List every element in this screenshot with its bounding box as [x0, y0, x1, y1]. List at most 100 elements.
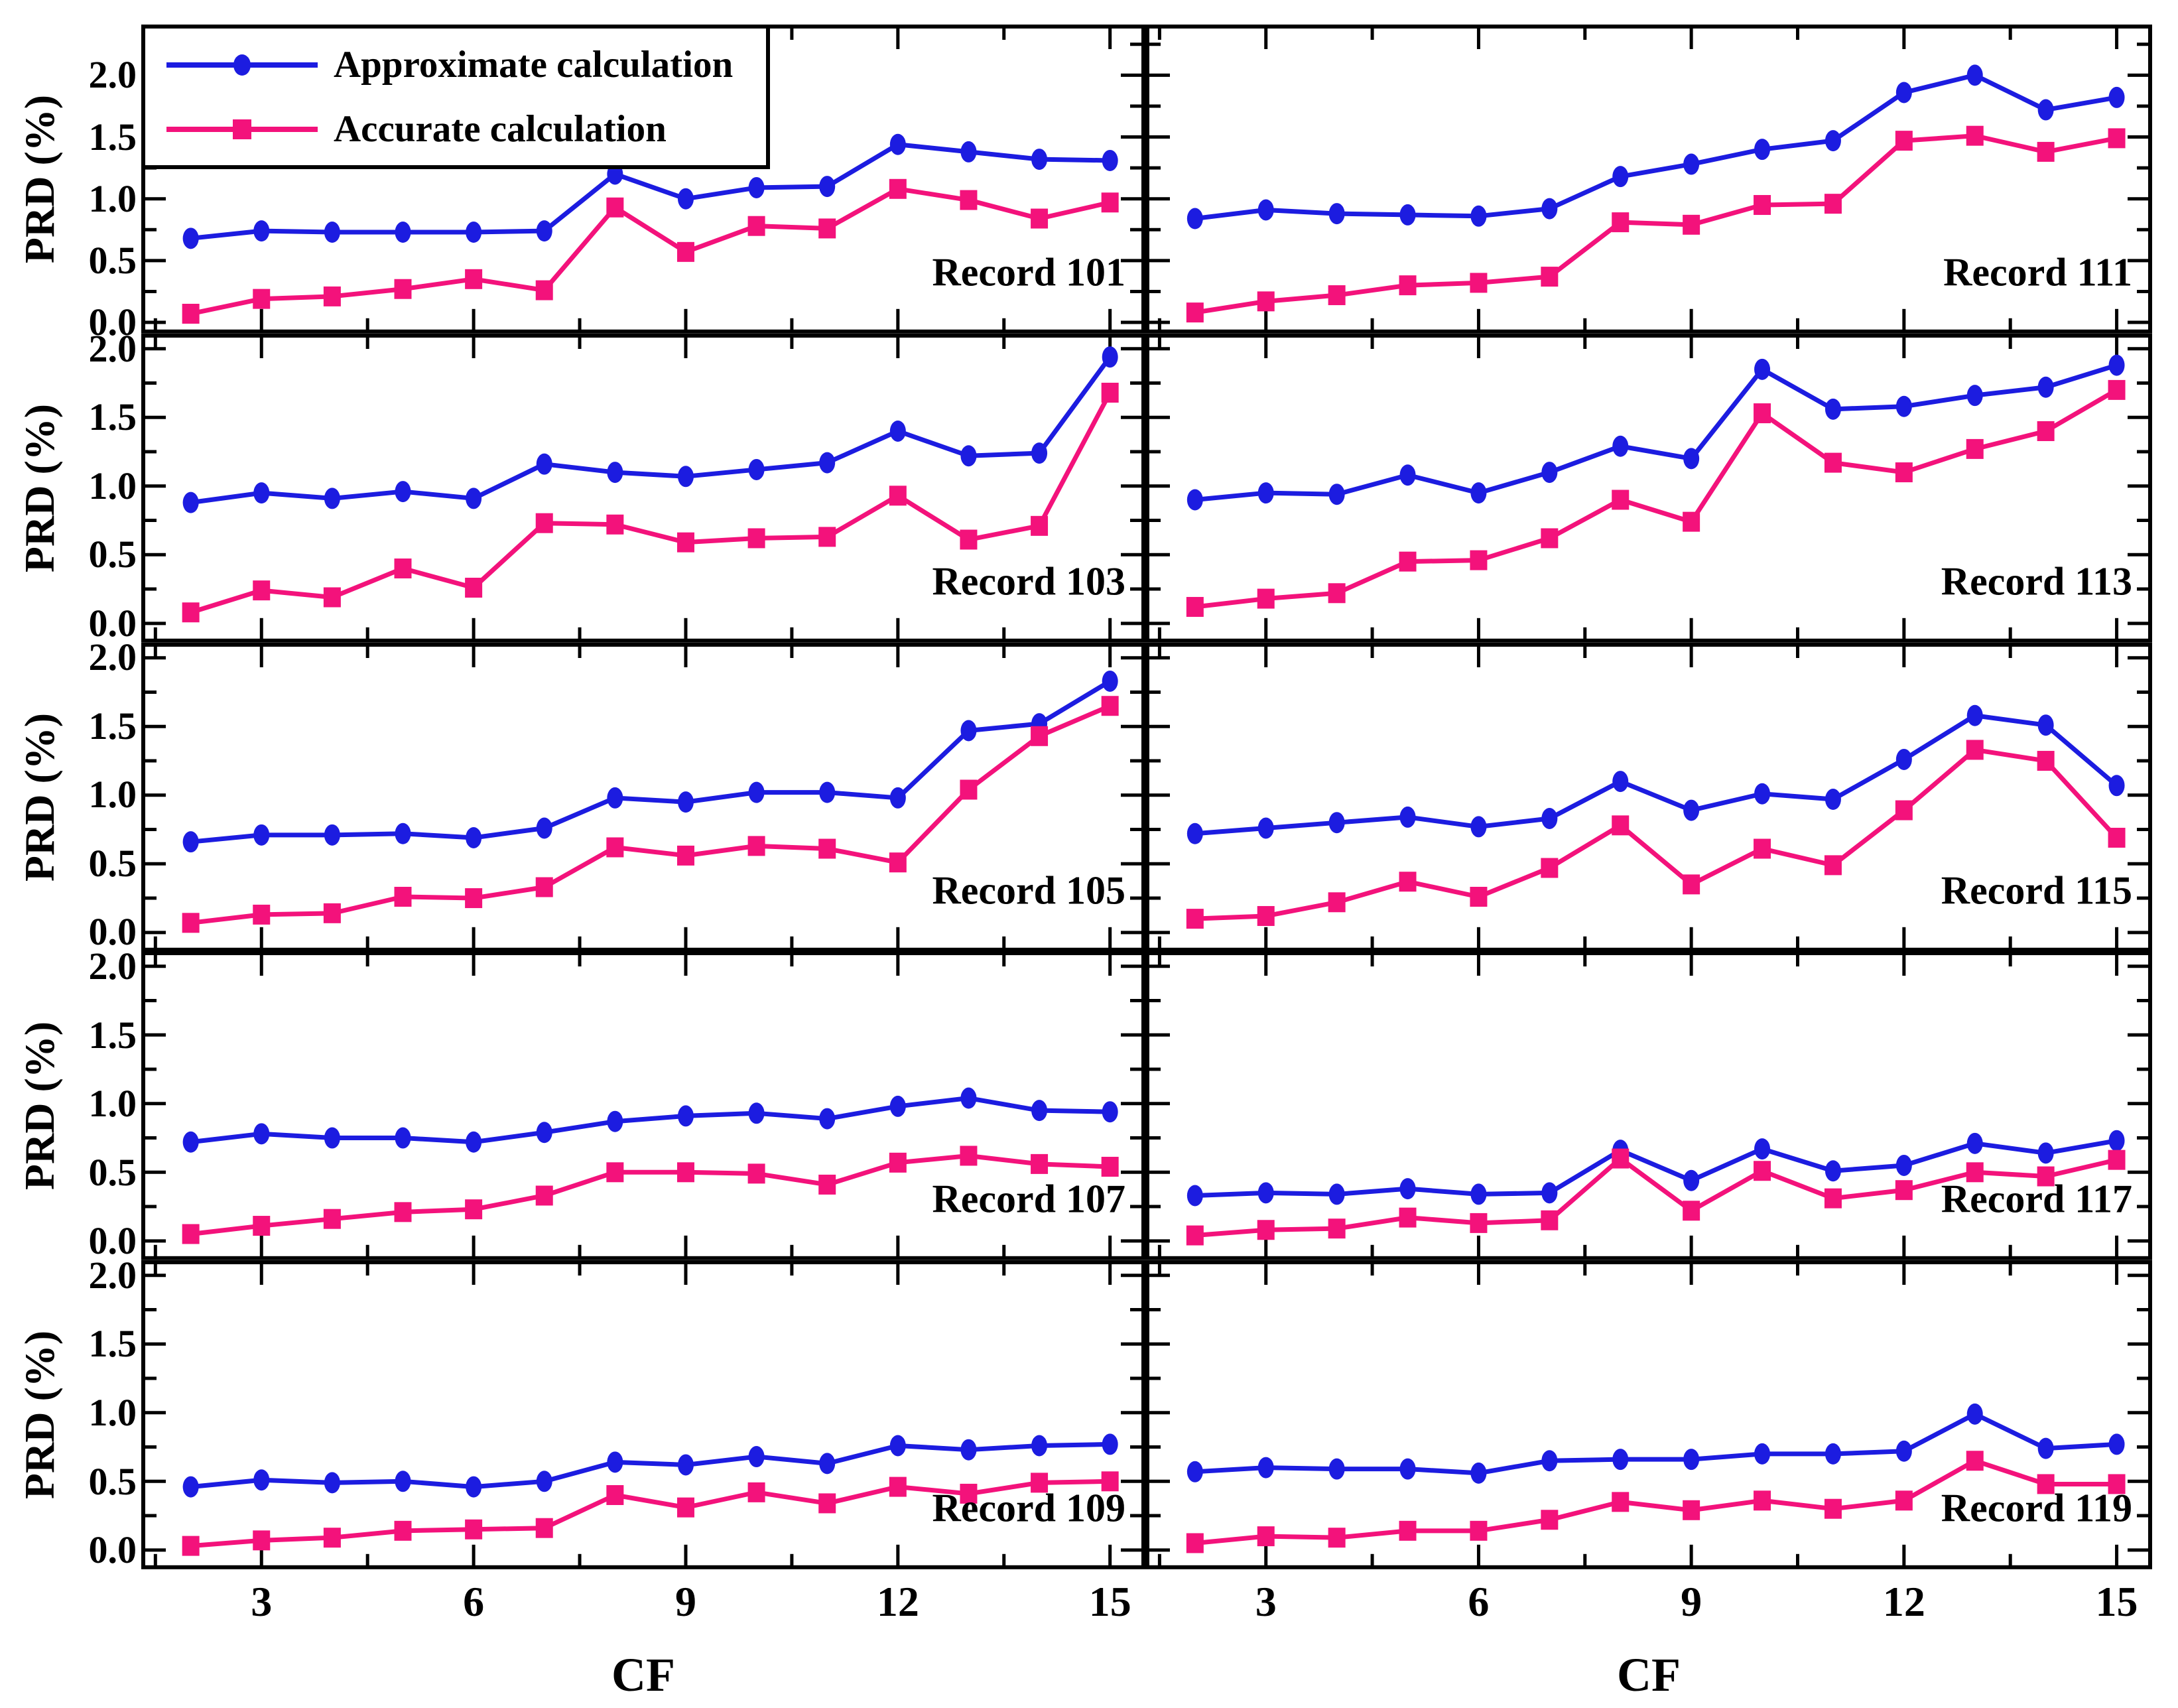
record-label: Record 115	[1941, 868, 2132, 912]
panel-record-113: Record 113	[1145, 333, 2152, 643]
axis-ticks	[1149, 27, 2149, 330]
series-markers-accurate	[182, 695, 1119, 933]
x-tick-label: 3	[1255, 1578, 1277, 1625]
series-line-accurate	[190, 703, 1112, 925]
series-markers-accurate	[1186, 1148, 2126, 1246]
y-tick-label: 1.0	[88, 1082, 137, 1126]
axis-ticks	[1149, 336, 2149, 639]
series-markers-accurate	[182, 1471, 1119, 1556]
record-label: Record 103	[932, 559, 1125, 603]
series-markers-approximate	[1186, 354, 2125, 511]
axis-ticks	[145, 336, 1142, 639]
y-axis-title: PRD (%)	[16, 712, 63, 882]
panel-record-115: Record 115	[1145, 642, 2152, 952]
y-tick-label: 1.0	[88, 773, 137, 817]
series-markers-approximate	[182, 1087, 1118, 1153]
series-line-approximate	[190, 1096, 1110, 1145]
legend-sample-accurate-line-square-icon	[166, 119, 318, 139]
series-markers-approximate	[182, 670, 1118, 852]
series-markers-approximate	[182, 346, 1118, 513]
record-label: Record 113	[1941, 559, 2132, 603]
legend-entry-accurate: Accurate calculation	[162, 108, 766, 151]
record-label: Record 101	[932, 251, 1125, 295]
panel-record-109: Record 109	[141, 1260, 1145, 1569]
panel-record-117: Record 117	[1145, 951, 2152, 1261]
panel-record-119: Record 119	[1145, 1260, 2152, 1569]
y-tick-label: 0.0	[88, 910, 137, 954]
series-line-accurate	[1194, 387, 2118, 610]
x-tick-label: 15	[1088, 1578, 1131, 1625]
series-line-approximate	[190, 142, 1110, 241]
panel-record-103: Record 103	[141, 333, 1145, 643]
panel-record-105: Record 105	[141, 642, 1145, 952]
x-tick-label: 9	[1681, 1578, 1702, 1625]
series-line-accurate	[190, 1478, 1110, 1549]
x-tick-label: 15	[2095, 1578, 2138, 1625]
series-line-approximate	[1194, 712, 2118, 836]
axis-ticks	[1149, 1264, 2149, 1566]
record-label: Record 109	[932, 1486, 1125, 1530]
y-tick-label: 2.0	[88, 326, 137, 370]
panel-record-107: Record 107	[141, 951, 1145, 1261]
y-tick-label: 0.5	[88, 1150, 137, 1194]
series-line-approximate	[1194, 1412, 2117, 1476]
series-line-accurate	[1194, 1458, 2117, 1546]
y-tick-label: 2.0	[88, 945, 137, 988]
series-markers-approximate	[1186, 64, 2125, 230]
axis-ticks	[145, 1264, 1142, 1566]
y-axis-title: PRD (%)	[16, 1021, 63, 1191]
series-line-approximate	[190, 355, 1112, 505]
series-line-accurate	[1194, 747, 2119, 921]
series-markers-accurate	[182, 382, 1119, 623]
x-tick-label: 12	[876, 1578, 919, 1625]
series-line-approximate	[1194, 363, 2118, 502]
series-line-approximate	[1194, 1138, 2118, 1199]
y-tick-label: 2.0	[88, 635, 137, 679]
x-tick-label: 3	[251, 1578, 273, 1625]
record-label: Record 105	[932, 868, 1125, 912]
y-axis-title: PRD (%)	[16, 1331, 63, 1500]
x-tick-label: 6	[1468, 1578, 1490, 1625]
legend-label-approximate: Approximate calculation	[334, 44, 734, 86]
y-tick-label: 0.0	[88, 300, 137, 344]
series-line-accurate	[190, 1153, 1110, 1237]
y-tick-label: 0.5	[88, 841, 137, 885]
y-tick-label: 1.5	[88, 1322, 137, 1366]
y-tick-label: 1.5	[88, 395, 137, 439]
legend: Approximate calculation Accurate calcula…	[141, 25, 770, 169]
axis-ticks	[1149, 954, 2149, 1258]
y-tick-label: 2.0	[88, 1253, 137, 1297]
y-tick-label: 1.0	[88, 1390, 137, 1434]
x-axis-title: CF	[1617, 1648, 1681, 1701]
y-tick-label: 1.5	[88, 704, 137, 748]
record-label: Record 107	[932, 1177, 1125, 1221]
record-label: Record 111	[1943, 251, 2132, 295]
axis-ticks	[145, 645, 1142, 949]
x-tick-label: 12	[1882, 1578, 1925, 1625]
y-tick-label: 0.5	[88, 533, 137, 576]
axis-ticks	[1149, 645, 2149, 949]
record-label: Record 117	[1941, 1177, 2132, 1221]
x-axis-title: CF	[611, 1648, 675, 1701]
series-line-approximate	[1194, 72, 2118, 221]
y-tick-label: 0.0	[88, 601, 137, 645]
series-line-approximate	[190, 1442, 1110, 1490]
series-markers-accurate	[182, 1146, 1119, 1244]
y-tick-label: 2.0	[88, 53, 137, 97]
series-markers-approximate	[182, 1433, 1118, 1498]
legend-sample-approximate-line-circle-icon	[166, 54, 318, 76]
y-tick-label: 0.0	[88, 1528, 137, 1572]
y-tick-label: 1.0	[88, 464, 137, 507]
series-line-approximate	[190, 679, 1112, 844]
legend-label-accurate: Accurate calculation	[334, 108, 667, 150]
y-tick-label: 1.5	[88, 1013, 137, 1057]
series-markers-approximate	[1186, 1404, 2125, 1484]
series-markers-accurate	[1186, 1451, 2126, 1553]
series-markers-accurate	[1186, 379, 2126, 617]
series-line-accurate	[1194, 133, 2118, 315]
series-markers-accurate	[1186, 740, 2126, 929]
y-axis-title: PRD (%)	[16, 94, 63, 263]
series-line-accurate	[190, 391, 1112, 615]
series-line-accurate	[1194, 1156, 2118, 1238]
